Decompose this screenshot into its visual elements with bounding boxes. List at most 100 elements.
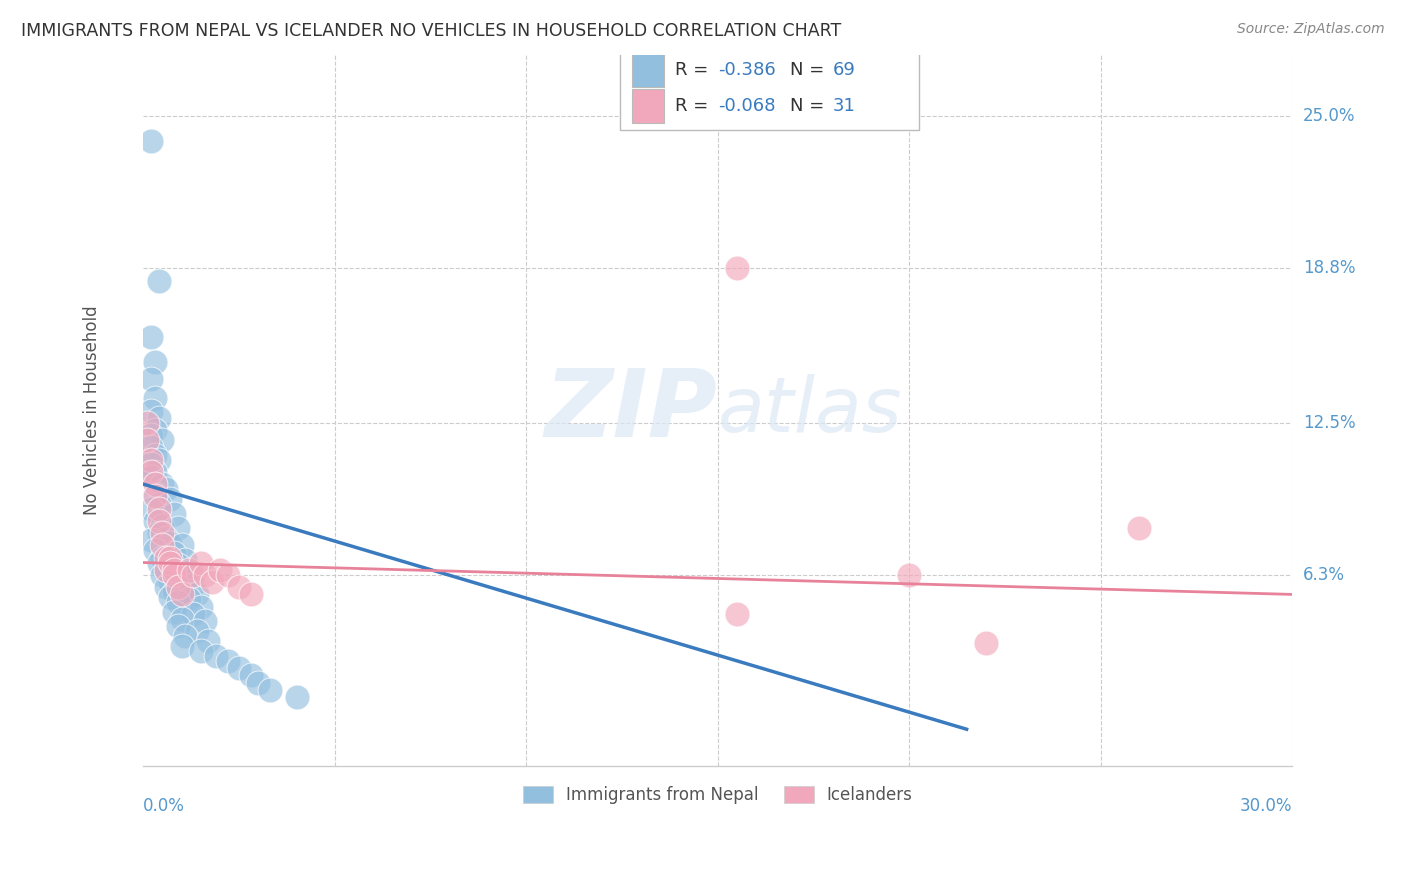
Text: 69: 69 <box>832 61 855 79</box>
Point <box>155 550 177 565</box>
Point <box>143 489 166 503</box>
Point <box>239 587 262 601</box>
Point <box>247 675 270 690</box>
Point <box>139 465 162 479</box>
Point <box>179 566 201 580</box>
Point <box>259 683 281 698</box>
Point <box>159 575 181 590</box>
Point <box>143 423 166 437</box>
Point <box>159 536 181 550</box>
Point <box>163 585 186 599</box>
Point <box>159 491 181 506</box>
Point <box>208 563 231 577</box>
Point <box>139 403 162 417</box>
Point <box>166 558 188 572</box>
Point <box>136 433 159 447</box>
Text: IMMIGRANTS FROM NEPAL VS ICELANDER NO VEHICLES IN HOUSEHOLD CORRELATION CHART: IMMIGRANTS FROM NEPAL VS ICELANDER NO VE… <box>21 22 841 40</box>
Point <box>159 550 181 565</box>
Point <box>148 452 170 467</box>
Point <box>190 556 212 570</box>
Point <box>197 634 219 648</box>
Point <box>143 477 166 491</box>
Point <box>170 570 193 584</box>
Point <box>139 458 162 472</box>
Point <box>159 556 181 570</box>
Point <box>181 567 204 582</box>
Point <box>181 607 204 621</box>
Point <box>194 567 217 582</box>
Point <box>170 612 193 626</box>
Point <box>139 452 162 467</box>
Text: 31: 31 <box>832 96 855 114</box>
Point <box>1128 521 1150 535</box>
Text: 25.0%: 25.0% <box>1303 107 1355 126</box>
Text: -0.068: -0.068 <box>717 96 775 114</box>
Point <box>228 580 250 594</box>
Point <box>174 553 197 567</box>
Point <box>143 487 166 501</box>
Text: No Vehicles in Household: No Vehicles in Household <box>83 306 101 516</box>
Point <box>152 433 174 447</box>
Point <box>898 567 921 582</box>
Point <box>139 372 162 386</box>
Point <box>139 441 162 455</box>
Point <box>163 605 186 619</box>
Point <box>166 580 188 594</box>
Point <box>148 556 170 570</box>
FancyBboxPatch shape <box>631 53 664 87</box>
Point <box>152 518 174 533</box>
Point <box>148 411 170 425</box>
Point <box>152 550 174 565</box>
Point <box>194 615 217 629</box>
Text: 18.8%: 18.8% <box>1303 260 1355 277</box>
Point <box>974 636 997 650</box>
Text: R =: R = <box>675 61 714 79</box>
Point <box>725 607 748 621</box>
Text: ZIP: ZIP <box>546 365 717 457</box>
Point <box>163 546 186 560</box>
Text: 12.5%: 12.5% <box>1303 414 1355 432</box>
Point <box>143 392 166 406</box>
Text: R =: R = <box>675 96 714 114</box>
Point <box>143 514 166 528</box>
Text: 6.3%: 6.3% <box>1303 566 1346 583</box>
Point <box>163 563 186 577</box>
Point <box>148 274 170 288</box>
Point <box>159 590 181 604</box>
Point <box>155 531 177 545</box>
Point <box>136 416 159 430</box>
Point <box>148 501 170 516</box>
Point <box>170 538 193 552</box>
Point <box>139 469 162 483</box>
Point <box>174 582 197 597</box>
Point <box>186 624 208 639</box>
Point <box>148 526 170 541</box>
Point <box>166 521 188 535</box>
FancyBboxPatch shape <box>631 88 664 123</box>
Point <box>179 592 201 607</box>
Point <box>163 567 186 582</box>
Point <box>166 619 188 633</box>
Point <box>155 563 177 577</box>
Text: 0.0%: 0.0% <box>143 797 186 814</box>
Point <box>163 507 186 521</box>
Text: N =: N = <box>790 61 830 79</box>
Point <box>228 661 250 675</box>
Point <box>186 587 208 601</box>
Point <box>143 448 166 462</box>
Point <box>190 599 212 614</box>
Point <box>239 668 262 682</box>
Point <box>139 134 162 148</box>
Point <box>181 577 204 591</box>
Point <box>152 477 174 491</box>
Point <box>155 482 177 496</box>
Point <box>148 514 170 528</box>
Legend: Immigrants from Nepal, Icelanders: Immigrants from Nepal, Icelanders <box>516 780 920 811</box>
Point <box>155 580 177 594</box>
Point <box>205 648 228 663</box>
Point <box>143 354 166 368</box>
Point <box>166 595 188 609</box>
Text: N =: N = <box>790 96 830 114</box>
Point <box>143 543 166 558</box>
Point <box>152 567 174 582</box>
